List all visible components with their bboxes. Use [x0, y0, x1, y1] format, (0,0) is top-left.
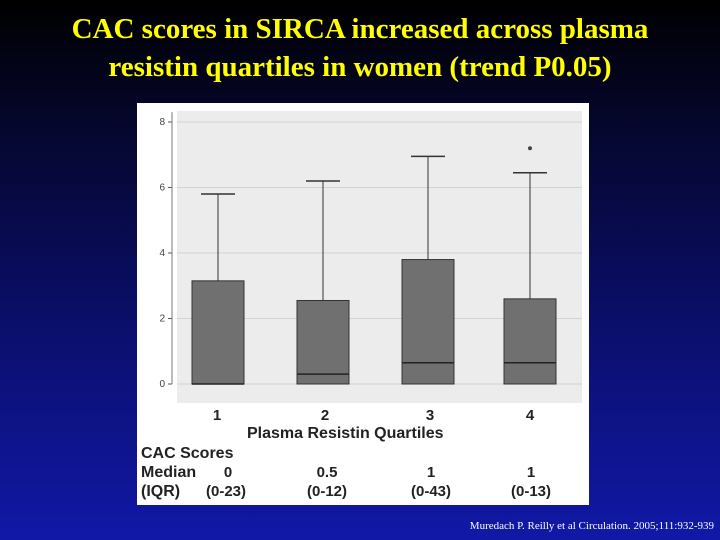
outlier-point — [528, 146, 532, 151]
citation: Muredach P. Reilly et al Circulation. 20… — [469, 520, 714, 532]
row-label-iqr: (IQR) — [141, 483, 181, 500]
table-header: CAC Scores — [141, 445, 234, 462]
box-plot: 0 2 4 6 8 — [159, 112, 582, 390]
median-cell: 0.5 — [316, 464, 338, 481]
x-tick-label: 1 — [212, 407, 222, 424]
row-label-median: Median — [141, 464, 197, 481]
box — [296, 299, 350, 385]
title-line-2: resistin quartiles in women (trend P0.05… — [108, 51, 612, 83]
y-tick-label: 0 — [159, 379, 165, 390]
box — [401, 259, 455, 385]
x-tick-label: 4 — [525, 407, 535, 424]
box — [191, 280, 245, 385]
x-axis-title: Plasma Resistin Quartiles — [247, 425, 444, 442]
y-tick-label: 8 — [159, 117, 165, 128]
median-cell: 1 — [426, 464, 436, 481]
iqr-cell: (0-43) — [410, 483, 452, 500]
box — [503, 298, 557, 385]
median-cell: 1 — [526, 464, 536, 481]
iqr-cell: (0-12) — [306, 483, 348, 500]
cac-table: 1 2 3 4 Plasma Resistin Quartiles CAC Sc… — [137, 403, 589, 505]
iqr-cell: (0-13) — [510, 483, 552, 500]
y-tick-label: 4 — [159, 248, 165, 259]
chart-panel: 0 2 4 6 8 1 2 3 4 Plasma Resistin Quartiles … — [137, 103, 589, 505]
x-tick-label: 2 — [320, 407, 330, 424]
title-line-1: CAC scores in SIRCA increased across pla… — [71, 13, 649, 45]
median-cell: 0 — [223, 464, 233, 481]
y-tick-label: 6 — [159, 183, 165, 194]
x-tick-label: 3 — [425, 407, 435, 424]
iqr-cell: (0-23) — [205, 483, 247, 500]
slide-title: CAC scores in SIRCA increased across pla… — [0, 10, 720, 86]
y-tick-label: 2 — [159, 314, 165, 325]
